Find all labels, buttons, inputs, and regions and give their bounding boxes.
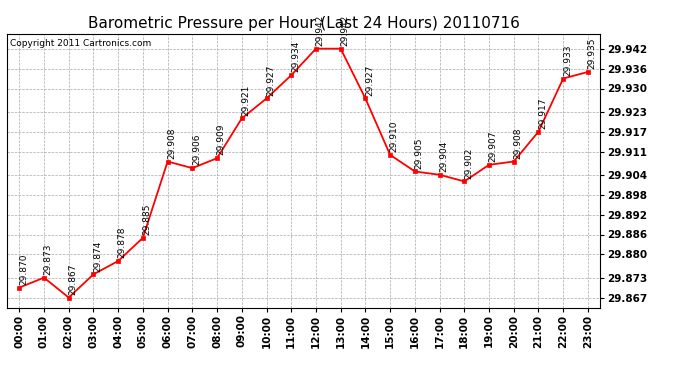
Text: 29.870: 29.870 (19, 254, 28, 285)
Text: 29.927: 29.927 (266, 64, 275, 96)
Text: 29.878: 29.878 (118, 227, 127, 258)
Text: 29.942: 29.942 (340, 15, 349, 46)
Text: 29.873: 29.873 (43, 243, 52, 275)
Text: 29.917: 29.917 (538, 98, 547, 129)
Text: 29.934: 29.934 (291, 41, 300, 72)
Title: Barometric Pressure per Hour (Last 24 Hours) 20110716: Barometric Pressure per Hour (Last 24 Ho… (88, 16, 520, 31)
Text: 29.885: 29.885 (143, 204, 152, 235)
Text: 29.905: 29.905 (415, 137, 424, 169)
Text: 29.902: 29.902 (464, 147, 473, 178)
Text: 29.910: 29.910 (390, 121, 399, 152)
Text: 29.908: 29.908 (513, 127, 522, 159)
Text: 29.927: 29.927 (365, 64, 374, 96)
Text: Copyright 2011 Cartronics.com: Copyright 2011 Cartronics.com (10, 39, 151, 48)
Text: 29.874: 29.874 (93, 240, 102, 272)
Text: 29.909: 29.909 (217, 124, 226, 155)
Text: 29.908: 29.908 (167, 127, 176, 159)
Text: 29.921: 29.921 (241, 84, 250, 116)
Text: 29.935: 29.935 (588, 38, 597, 69)
Text: 29.942: 29.942 (315, 15, 324, 46)
Text: 29.904: 29.904 (440, 141, 449, 172)
Text: 29.907: 29.907 (489, 130, 497, 162)
Text: 29.933: 29.933 (563, 44, 572, 76)
Text: 29.906: 29.906 (192, 134, 201, 165)
Text: 29.867: 29.867 (68, 263, 77, 295)
